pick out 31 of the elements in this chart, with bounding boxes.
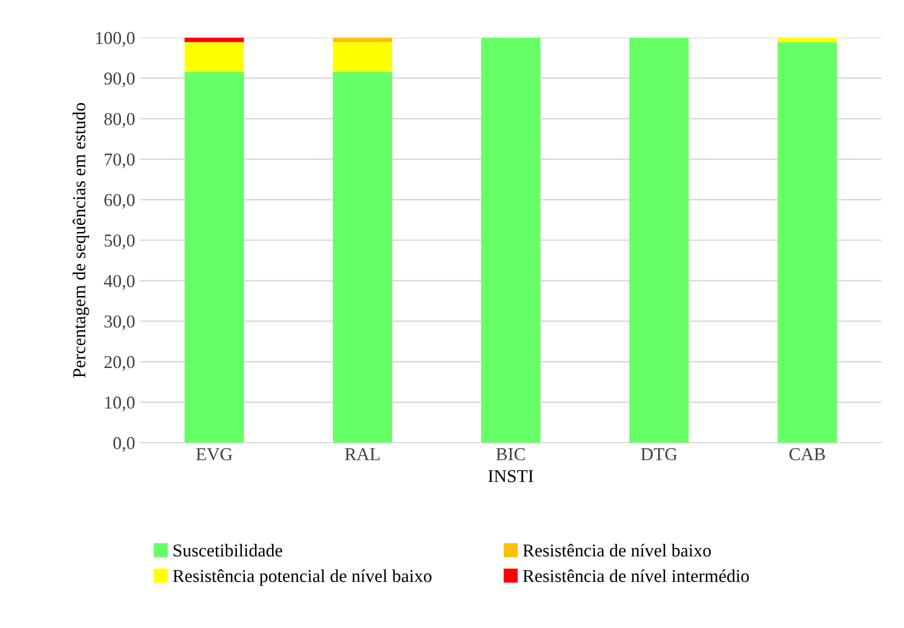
y-tick-label: 20,0: [104, 356, 135, 371]
y-tick-label: 0,0: [113, 437, 135, 452]
x-tick-label: RAL: [344, 448, 380, 460]
legend-label: Resistência de nível intermédio: [522, 569, 749, 582]
x-tick-label: EVG: [196, 448, 232, 460]
legend-label: Suscetibilidade: [174, 544, 282, 557]
bar: [778, 42, 837, 443]
bar: [778, 38, 837, 42]
y-tick-label: 10,0: [105, 396, 135, 412]
y-tick-label: 70,0: [104, 153, 135, 168]
x-tick-label: CAB: [789, 448, 825, 460]
y-tick-label: 40,0: [104, 274, 135, 290]
bar: [184, 42, 244, 72]
y-axis-title: Percentagem de sequências em estudo: [72, 103, 90, 378]
y-tick-label: 100,0: [96, 32, 135, 47]
y-tick-label: 30,0: [104, 315, 135, 330]
bar: [481, 38, 540, 443]
y-tick-label: 80,0: [104, 112, 135, 128]
bar: [332, 72, 392, 443]
y-tick-label: 90,0: [104, 72, 135, 88]
legend-label: Resistência de nível baixo: [522, 544, 711, 557]
x-tick-label: BIC: [496, 448, 525, 460]
bar: [629, 38, 689, 443]
bar: [184, 38, 244, 42]
bar: [332, 42, 392, 72]
legend-label: Resistência potencial de nível baixo: [172, 569, 432, 586]
y-tick-label: 60,0: [104, 194, 135, 209]
y-tick-label: 50,0: [104, 234, 135, 250]
bar: [184, 72, 244, 443]
x-tick-label: DTG: [640, 448, 678, 460]
x-axis-title: INSTI: [488, 470, 534, 482]
